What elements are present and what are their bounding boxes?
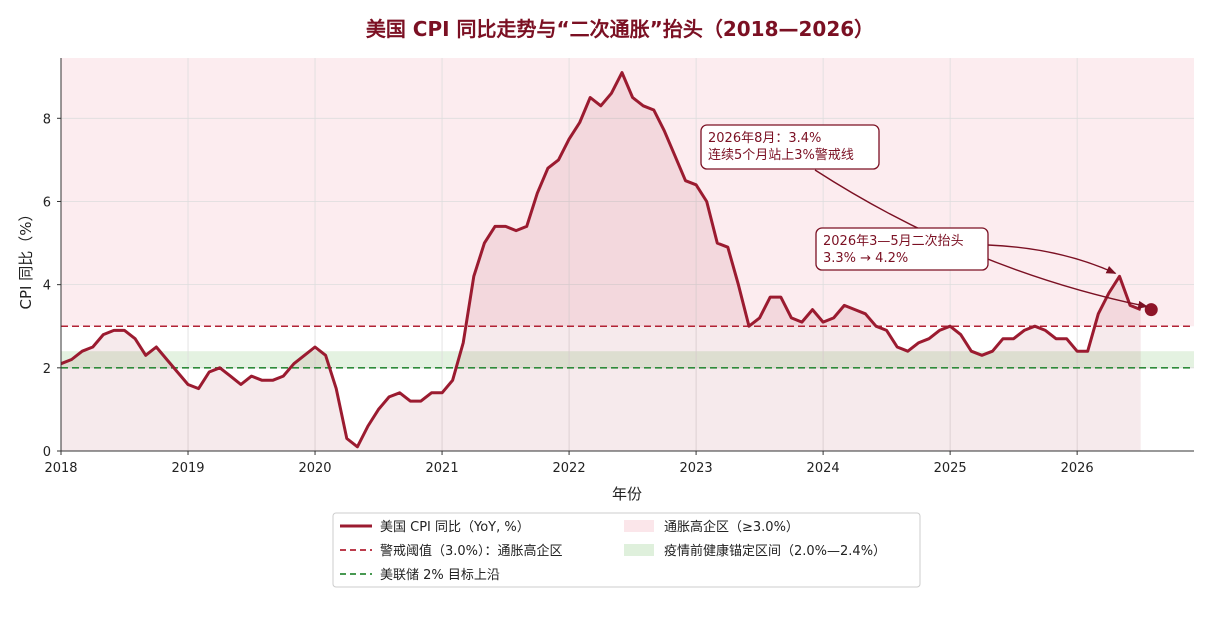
y-tick-label: 6 xyxy=(43,195,51,210)
healthy-anchor-band xyxy=(61,351,1194,368)
annotations: 2026年8月：3.4%连续5个月站上3%警戒线 2026年3—5月二次抬头 3.3… xyxy=(700,124,1149,309)
high-inflation-band xyxy=(61,58,1194,327)
legend-label: 美联储 2% 目标上沿 xyxy=(380,568,500,583)
legend-label: 疫情前健康锚定区间（2.0%—2.4%） xyxy=(664,543,886,559)
annotation-text: 连续5个月站上3%警戒线 xyxy=(708,147,854,163)
x-tick-label: 2023 xyxy=(680,461,713,476)
legend-label: 警戒阈值（3.0%）：通胀高企区 xyxy=(380,543,563,559)
x-tick-label: 2021 xyxy=(426,461,459,476)
y-tick-label: 2 xyxy=(43,362,51,377)
x-tick-label: 2020 xyxy=(298,461,331,476)
annotation-text: 2026年3—5月二次抬头 xyxy=(823,233,964,249)
axes xyxy=(60,58,1194,452)
x-tick-label: 2024 xyxy=(807,461,840,476)
x-tick-label: 2019 xyxy=(171,461,204,476)
annotation-arrow xyxy=(987,244,1117,274)
latest-value-marker xyxy=(1144,303,1158,317)
x-tick-label: 2018 xyxy=(44,461,77,476)
series-area xyxy=(61,72,1141,451)
x-tick-label: 2025 xyxy=(934,461,967,476)
legend-swatch xyxy=(624,520,654,532)
x-axis-label: 年份 xyxy=(612,485,642,503)
annotation-text: 3.3% → 4.2% xyxy=(823,251,908,266)
series-area-fill xyxy=(61,72,1141,451)
legend-label: 通胀高企区（≥3.0%） xyxy=(664,519,799,535)
annotation-box xyxy=(815,227,989,271)
chart-title: 美国 CPI 同比走势与“二次通胀”抬头（2018—2026） xyxy=(366,17,874,41)
legend-swatch xyxy=(624,544,654,556)
y-axis-label: CPI 同比（%） xyxy=(17,207,35,310)
x-tick-label: 2022 xyxy=(553,461,586,476)
y-tick-label: 8 xyxy=(43,112,51,127)
tick-labels: 2018 2019 2020 2021 2022 2023 2024 2025 2026 0 2 4 6… xyxy=(43,112,1094,476)
annotation-box xyxy=(700,124,880,170)
y-tick-label: 4 xyxy=(43,279,51,294)
reference-lines xyxy=(61,325,1194,369)
x-tick-label: 2026 xyxy=(1061,461,1094,476)
background-bands xyxy=(61,58,1194,368)
cpi-series-line xyxy=(60,71,1142,449)
y-tick-label: 0 xyxy=(43,445,51,460)
legend-label: 美国 CPI 同比（YoY, %） xyxy=(380,520,530,535)
annotation-text: 2026年8月：3.4% xyxy=(708,131,821,146)
